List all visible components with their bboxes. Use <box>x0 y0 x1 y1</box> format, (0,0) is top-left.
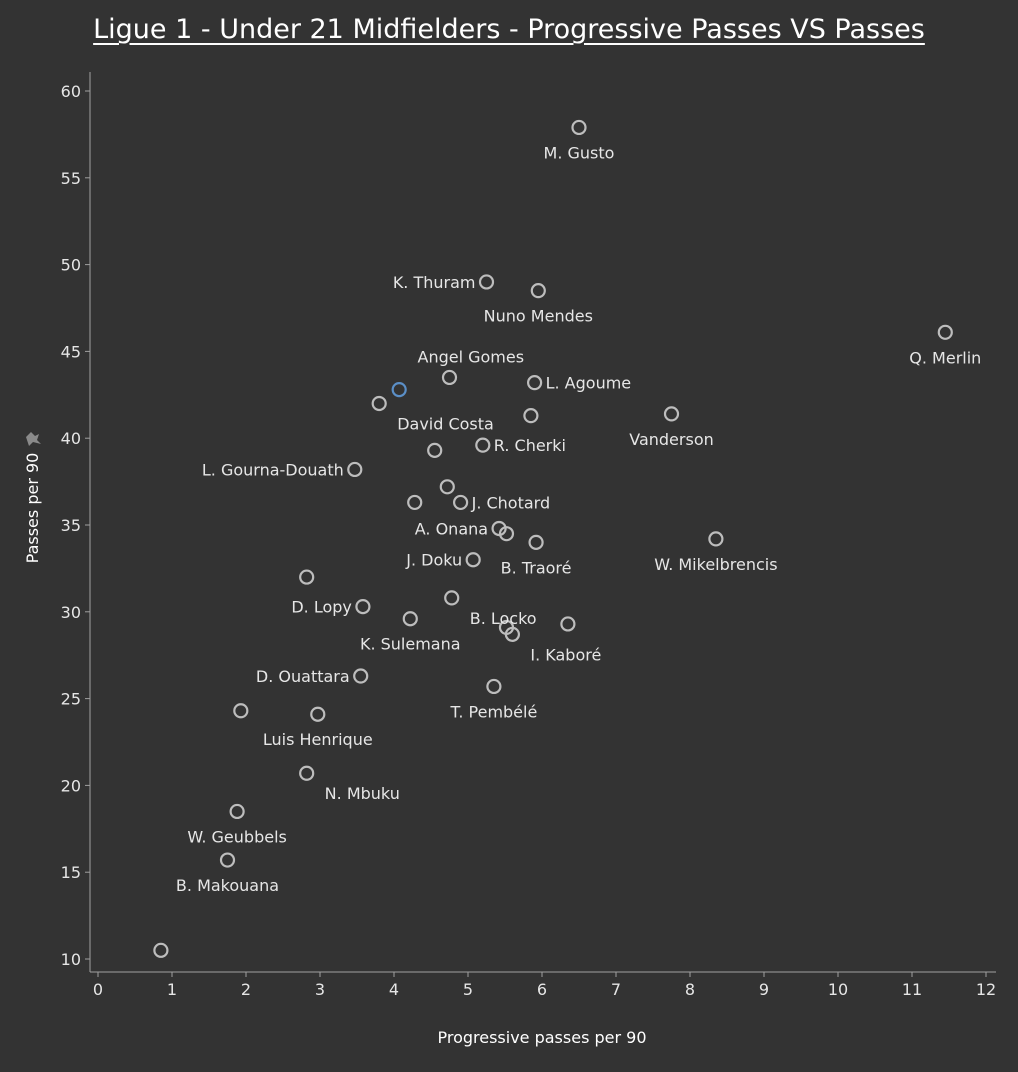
scatter-point[interactable] <box>528 534 544 550</box>
point-label: I. Kaboré <box>530 645 601 664</box>
x-tick-label: 1 <box>167 980 177 999</box>
point-label: Vanderson <box>629 430 714 449</box>
scatter-point[interactable] <box>475 437 491 453</box>
y-tick-label: 45 <box>61 342 81 361</box>
point-label: B. Locko <box>470 609 537 628</box>
y-tick-label: 30 <box>61 603 81 622</box>
scatter-point[interactable] <box>299 569 315 585</box>
y-tick-label: 50 <box>61 256 81 275</box>
scatter-point[interactable] <box>465 552 481 568</box>
point-label: L. Agoume <box>546 374 632 393</box>
point-label: M. Gusto <box>544 143 615 162</box>
x-tick-label: 10 <box>828 980 848 999</box>
point-label: Q. Merlin <box>909 348 981 367</box>
point-label: A. Onana <box>415 519 488 538</box>
point-label: B. Makouana <box>176 876 279 895</box>
scatter-point[interactable] <box>504 626 521 642</box>
x-tick-label: 12 <box>976 980 996 999</box>
point-label: D. Ouattara <box>256 667 350 686</box>
scatter-point[interactable] <box>530 283 546 299</box>
scatter-point[interactable] <box>299 765 315 781</box>
x-tick-label: 9 <box>759 980 769 999</box>
scatter-point[interactable] <box>407 494 423 511</box>
scatter-point[interactable] <box>560 616 576 632</box>
point-label: D. Lopy <box>291 598 352 617</box>
y-axis-title: Passes per 90 <box>23 453 42 564</box>
point-label: J. Chotard <box>471 493 551 512</box>
scatter-point[interactable] <box>371 395 387 412</box>
y-tick-label: 20 <box>61 776 81 795</box>
scatter-point[interactable] <box>937 324 953 340</box>
scatter-point[interactable] <box>444 590 460 606</box>
scatter-point[interactable] <box>453 494 469 511</box>
y-tick-label: 60 <box>61 82 81 101</box>
scatter-point[interactable] <box>486 678 502 695</box>
scatter-point[interactable] <box>663 406 680 422</box>
point-label: Luis Henrique <box>263 730 373 749</box>
scatter-point[interactable] <box>153 942 169 958</box>
points-layer <box>153 119 953 958</box>
x-tick-label: 3 <box>315 980 325 999</box>
point-label: Nuno Mendes <box>484 307 593 326</box>
point-label: B. Traoré <box>501 558 572 577</box>
x-tick-label: 6 <box>537 980 547 999</box>
point-label: W. Mikelbrencis <box>654 555 777 574</box>
y-tick-label: 15 <box>61 863 81 882</box>
scatter-point[interactable] <box>391 381 407 398</box>
scatter-point[interactable] <box>355 598 371 615</box>
scatter-point[interactable] <box>571 119 587 136</box>
scatter-point[interactable] <box>427 442 443 458</box>
x-tick-label: 8 <box>685 980 695 999</box>
chart-title: Ligue 1 - Under 21 Midfielders - Progres… <box>93 14 925 45</box>
point-label: K. Sulemana <box>360 635 461 654</box>
point-label: T. Pembélé <box>449 702 537 721</box>
point-label: K. Thuram <box>393 273 476 292</box>
scatter-point[interactable] <box>229 803 245 820</box>
point-label: J. Doku <box>405 551 462 570</box>
point-label: L. Gourna-Douath <box>202 460 344 479</box>
y-tick-label: 40 <box>61 429 81 448</box>
point-label: David Costa <box>397 414 494 433</box>
scatter-point[interactable] <box>219 852 236 868</box>
point-label: W. Geubbels <box>187 827 286 846</box>
labels-layer: M. Gusto K. Thuram Nuno Mendes Q. Merlin Ang… <box>176 143 981 895</box>
scatter-point[interactable] <box>402 611 418 627</box>
y-tick-label: 35 <box>61 516 81 535</box>
x-tick-label: 7 <box>611 980 621 999</box>
x-tick-label: 11 <box>902 980 922 999</box>
y-tick-label: 25 <box>61 690 81 709</box>
x-tick-label: 5 <box>463 980 473 999</box>
scatter-point[interactable] <box>526 375 543 391</box>
x-tick-label: 4 <box>389 980 399 999</box>
scatter-point[interactable] <box>478 274 495 290</box>
scatter-point[interactable] <box>498 526 515 542</box>
x-tick-label: 0 <box>93 980 103 999</box>
scatter-point[interactable] <box>441 369 458 386</box>
pin-icon[interactable] <box>26 432 41 446</box>
point-label: N. Mbuku <box>325 784 400 803</box>
x-axis-title: Progressive passes per 90 <box>437 1028 646 1047</box>
point-label: R. Cherki <box>494 436 566 455</box>
scatter-point[interactable] <box>347 461 363 478</box>
scatter-point[interactable] <box>523 408 539 424</box>
scatter-point[interactable] <box>233 703 249 719</box>
scatter-point[interactable] <box>439 479 455 495</box>
y-tick-label: 10 <box>61 950 81 969</box>
scatter-point[interactable] <box>353 668 369 684</box>
y-tick-label: 55 <box>61 169 81 188</box>
point-label: Angel Gomes <box>418 347 525 366</box>
scatter-point[interactable] <box>310 706 326 722</box>
scatter-point[interactable] <box>708 531 724 547</box>
x-tick-label: 2 <box>241 980 251 999</box>
